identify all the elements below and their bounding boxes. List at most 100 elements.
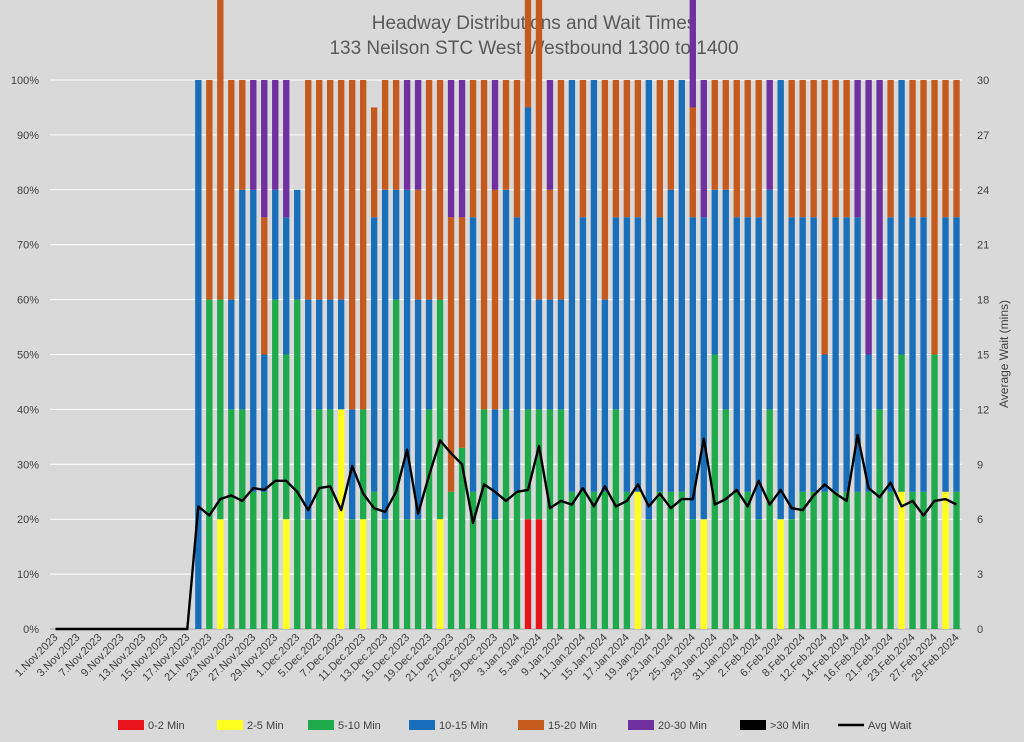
bar-segment-15-20-min <box>206 80 213 300</box>
bar-segment-15-20-min <box>689 107 696 218</box>
bar-segment-10-15-min <box>645 80 653 520</box>
bar-segment-15-20-min <box>821 80 828 355</box>
bar-segment-5-10-min <box>612 409 620 629</box>
bar-segment-10-15-min <box>942 217 949 492</box>
legend-swatch <box>740 720 766 730</box>
bar-segment-20-30-min <box>250 80 257 190</box>
bar-segment-20-30-min <box>458 80 466 218</box>
bar-segment-2-5-min <box>436 519 444 629</box>
bar-segment-10-15-min <box>557 299 565 410</box>
bar-segment-10-15-min <box>381 189 389 520</box>
avg-wait-line-layer <box>55 433 958 631</box>
bar-segment-20-30-min <box>876 80 883 300</box>
bar-segment-15-20-min <box>480 80 488 410</box>
bar-segment-15-20-min <box>557 80 565 300</box>
right-axis: 0 3 6 9 12 15 18 21 24 27 30 <box>977 75 989 636</box>
y-tick-label: 60% <box>17 295 39 307</box>
bar-segment-5-10-min <box>568 491 576 629</box>
bar-segment-15-20-min <box>953 80 960 218</box>
bar-segment-20-30-min <box>447 80 455 218</box>
bar-segment-10-15-min <box>579 217 587 492</box>
bar-segment-5-10-min <box>546 409 554 629</box>
bar-segment-10-15-min <box>228 299 235 410</box>
bar-segment-10-15-min <box>524 107 532 410</box>
bar-segment-10-15-min <box>327 299 334 410</box>
bar-segment-15-20-min <box>722 80 729 190</box>
bar-segment-2-5-min <box>700 519 707 629</box>
bar-segment-15-20-min <box>733 80 740 218</box>
bar-segment-15-20-min <box>744 80 751 218</box>
avg-wait-line <box>55 433 958 631</box>
bar-segment-10-15-min <box>678 80 685 492</box>
bars <box>195 0 960 629</box>
bar-segment-10-15-min <box>744 217 751 492</box>
legend: 0-2 Min 2-5 Min 5-10 Min 10-15 Min 15-20 Min… <box>118 720 911 732</box>
bar-segment-10-15-min <box>316 299 323 410</box>
chart-title: Headway Distributions and Wait Times <box>372 13 697 34</box>
bar-segment-5-10-min <box>458 447 466 629</box>
legend-label: 15-20 Min <box>548 720 597 732</box>
bar-segment-15-20-min <box>305 80 312 300</box>
bar-segment-5-10-min <box>305 519 312 629</box>
bar-segment-2-5-min <box>634 491 642 629</box>
y2-tick-label: 9 <box>977 459 983 471</box>
bar-segment-10-15-min <box>546 299 554 410</box>
bar-segment-5-10-min <box>909 491 916 629</box>
bar-segment-10-15-min <box>920 217 927 492</box>
bar-segment-15-20-min <box>337 80 345 300</box>
bar-segment-15-20-min <box>810 80 817 218</box>
y2-tick-label: 6 <box>977 514 983 526</box>
y2-tick-label: 24 <box>977 185 989 197</box>
bar-segment-15-20-min <box>601 80 609 300</box>
bar-segment-5-10-min <box>865 491 872 629</box>
bar-segment-10-15-min <box>250 189 257 492</box>
bar-segment-5-10-min <box>283 354 290 520</box>
legend-label: >30 Min <box>770 720 809 732</box>
bar-segment-15-20-min <box>656 80 664 218</box>
bar-segment-10-15-min <box>612 217 620 410</box>
bar-segment-2-5-min <box>283 519 290 629</box>
bar-segment-10-15-min <box>777 80 784 520</box>
bar-segment-15-20-min <box>909 80 916 218</box>
bar-segment-0-2-min <box>535 519 543 629</box>
bar-segment-2-5-min <box>942 491 949 629</box>
bar-segment-10-15-min <box>700 217 707 520</box>
bar-segment-10-15-min <box>414 299 422 520</box>
bar-segment-20-30-min <box>766 80 773 190</box>
bar-segment-5-10-min <box>766 409 773 629</box>
bar-segment-15-20-min <box>359 80 367 410</box>
bar-segment-5-10-min <box>370 491 378 629</box>
bar-segment-10-15-min <box>810 217 817 492</box>
bar-segment-10-15-min <box>305 299 312 520</box>
bar-segment-10-15-min <box>491 409 499 520</box>
y-tick-label: 10% <box>17 569 39 581</box>
bar-segment-15-20-min <box>469 80 477 218</box>
bar-segment-5-10-min <box>590 491 598 629</box>
bar-segment-20-30-min <box>272 80 279 190</box>
bar-segment-5-10-min <box>228 409 235 629</box>
bar-segment-5-10-min <box>678 491 685 629</box>
y2-tick-label: 3 <box>977 569 983 581</box>
bar-segment-15-20-min <box>370 107 378 218</box>
bar-segment-20-30-min <box>689 0 696 108</box>
bar-segment-10-15-min <box>766 189 773 410</box>
bar-segment-10-15-min <box>272 189 279 300</box>
left-axis: 0% 10% 20% 30% 40% 50% 60% 70% 80% 90% 100% <box>11 75 39 636</box>
bar-segment-15-20-min <box>458 217 466 448</box>
bar-segment-5-10-min <box>898 354 905 492</box>
bar-segment-5-10-min <box>425 409 433 629</box>
legend-label: 5-10 Min <box>338 720 381 732</box>
legend-label: 20-30 Min <box>658 720 707 732</box>
bar-segment-15-20-min <box>392 80 400 190</box>
bar-segment-5-10-min <box>217 299 224 520</box>
bar-segment-10-15-min <box>195 80 202 629</box>
bar-segment-5-10-min <box>261 491 268 629</box>
bar-segment-5-10-min <box>436 299 444 520</box>
bar-segment-20-30-min <box>491 80 499 190</box>
bar-segment-5-10-min <box>239 409 246 629</box>
y2-tick-label: 30 <box>977 75 989 87</box>
bar-segment-10-15-min <box>876 299 883 410</box>
bar-segment-15-20-min <box>755 80 762 218</box>
bar-segment-5-10-min <box>272 299 279 629</box>
